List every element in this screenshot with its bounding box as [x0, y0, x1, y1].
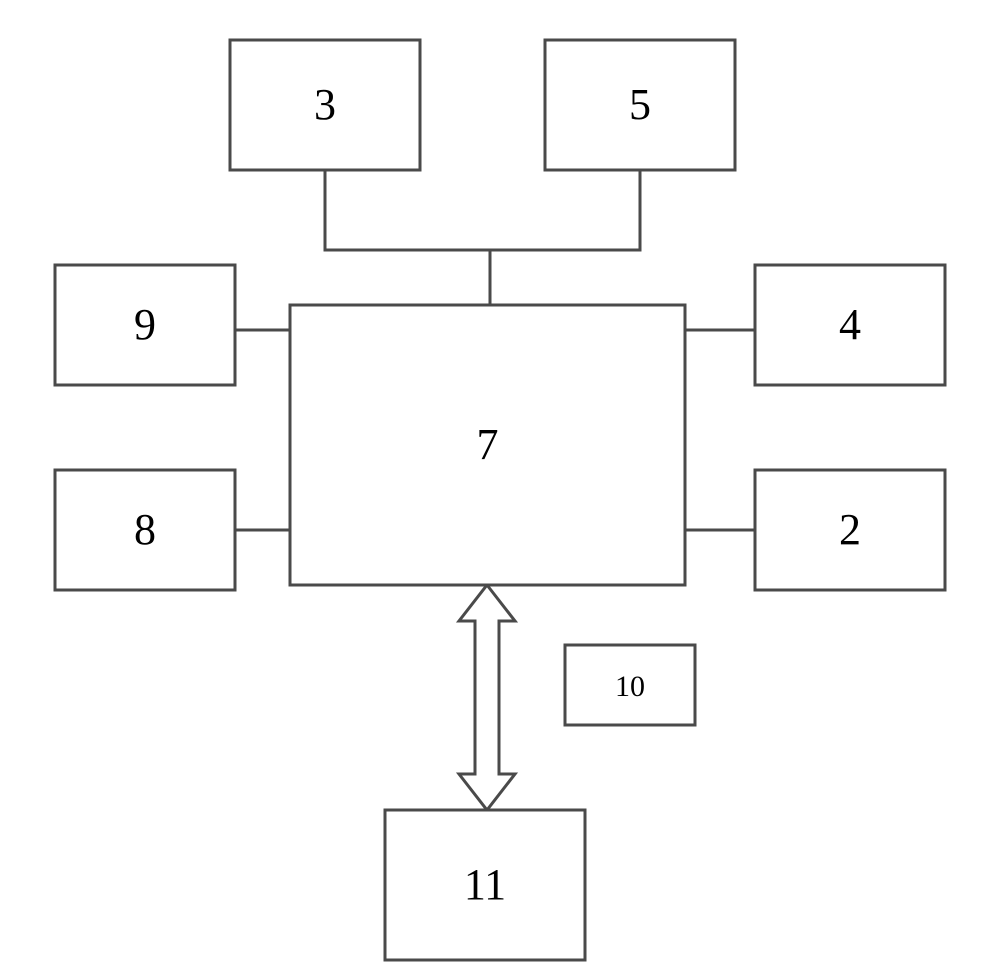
node-n9: 9	[55, 265, 235, 385]
node-n11: 11	[385, 810, 585, 960]
node-label: 4	[839, 300, 861, 349]
node-label: 7	[477, 420, 499, 469]
node-label: 11	[464, 860, 506, 909]
node-label: 2	[839, 505, 861, 554]
double-arrow	[459, 585, 515, 810]
node-label: 3	[314, 80, 336, 129]
node-label: 8	[134, 505, 156, 554]
node-label: 5	[629, 80, 651, 129]
node-label: 9	[134, 300, 156, 349]
edge	[490, 170, 640, 250]
node-n2: 2	[755, 470, 945, 590]
node-n10: 10	[565, 645, 695, 725]
node-n4: 4	[755, 265, 945, 385]
edge	[325, 170, 490, 305]
node-label: 10	[615, 670, 645, 703]
node-n7: 7	[290, 305, 685, 585]
nodes-group: 3 5 9 4 8 2 7 10 11	[55, 40, 945, 960]
node-n3: 3	[230, 40, 420, 170]
node-n8: 8	[55, 470, 235, 590]
node-n5: 5	[545, 40, 735, 170]
